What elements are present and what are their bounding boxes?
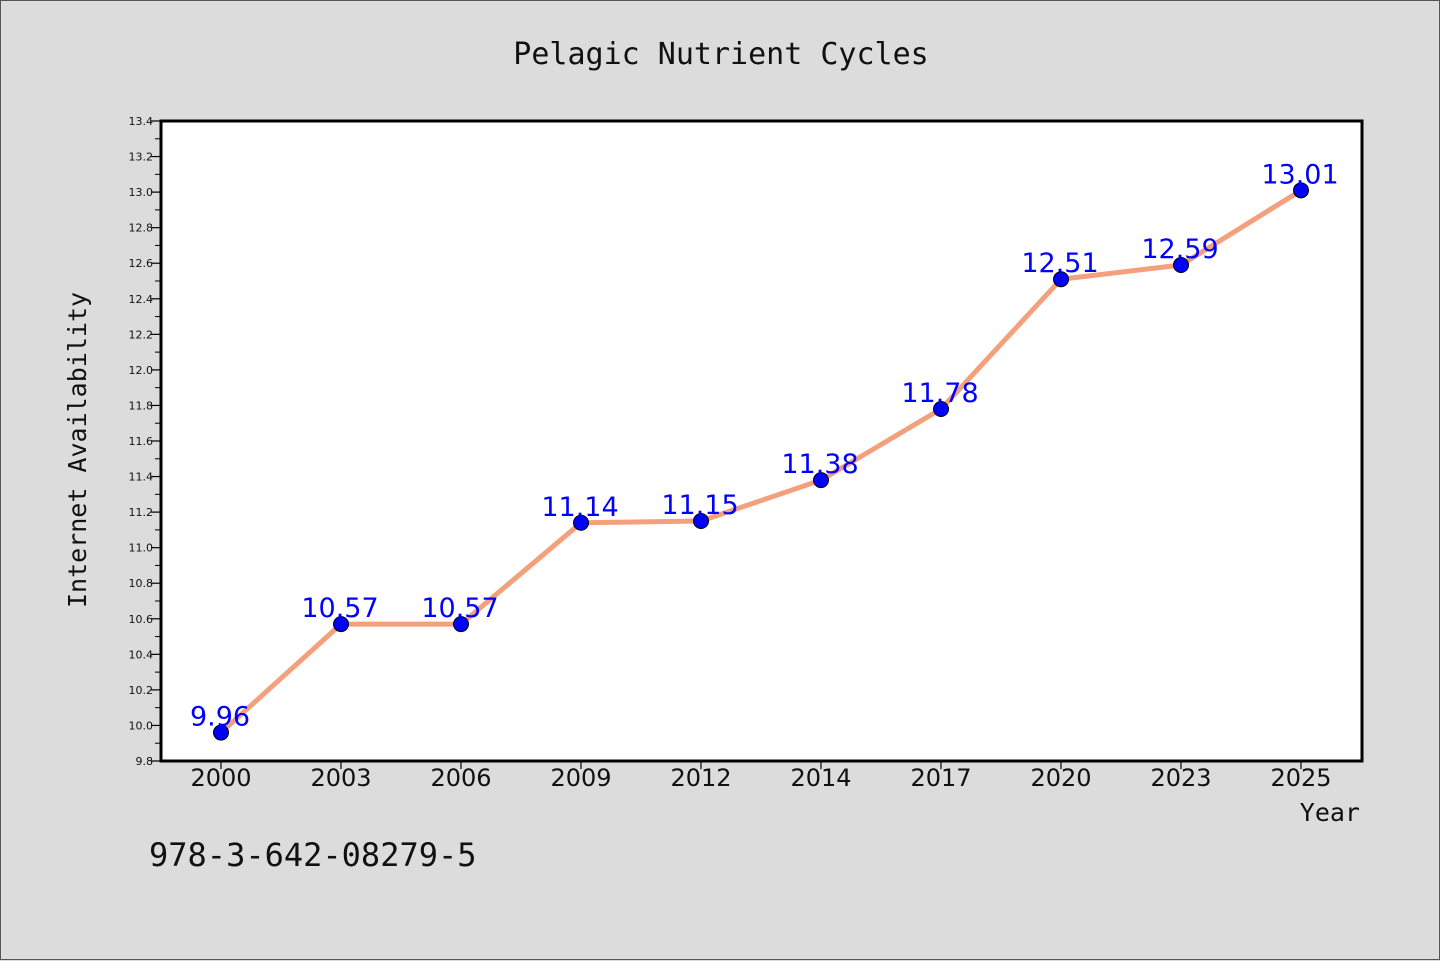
x-tick-label: 2009 (550, 764, 611, 792)
y-tick-label: 13.4 (129, 115, 154, 128)
y-tick-label: 13.2 (129, 151, 154, 164)
data-point (213, 724, 229, 741)
x-tick-label: 2012 (670, 764, 731, 792)
data-label: 9.96 (190, 702, 250, 733)
isbn-text: 978-3-642-08279-5 (149, 836, 477, 874)
y-tick-label: 10.6 (129, 613, 154, 626)
y-tick-label: 11.6 (129, 435, 154, 448)
data-label: 10.57 (301, 593, 378, 624)
data-label: 12.51 (1021, 248, 1098, 279)
data-point (573, 514, 589, 531)
y-tick-label: 9.8 (136, 755, 154, 768)
x-tick-label: 2014 (790, 764, 851, 792)
y-tick-label: 12.6 (129, 257, 154, 270)
data-label: 11.78 (901, 378, 978, 409)
y-tick-label: 10.8 (129, 577, 154, 590)
x-tick-label: 2006 (430, 764, 491, 792)
series-line (218, 187, 1304, 736)
data-point (333, 616, 349, 633)
y-tick-label: 10.2 (129, 684, 154, 697)
x-axis-label: Year (1300, 798, 1360, 827)
data-point (1053, 271, 1069, 288)
x-tick-label: 2020 (1030, 764, 1091, 792)
y-tick-label: 11.4 (129, 471, 154, 484)
chart-title: Pelagic Nutrient Cycles (513, 37, 928, 72)
y-tick-label: 13.0 (129, 186, 154, 199)
data-point (693, 513, 709, 529)
y-tick-label: 10.0 (129, 719, 154, 732)
data-point (1173, 257, 1189, 273)
data-label: 11.38 (781, 449, 858, 480)
data-label: 13.01 (1261, 159, 1338, 190)
y-tick-label: 12.2 (129, 328, 154, 341)
data-point (1293, 182, 1309, 199)
data-label: 11.14 (541, 492, 618, 523)
data-point (933, 401, 949, 417)
plot-area (159, 119, 1364, 763)
x-tick-label: 2025 (1270, 764, 1331, 792)
x-tick-label: 2003 (310, 764, 371, 792)
series-group: 9.96 10.57 10.57 11.14 11.15 11.38 11.78 12.51 1… (190, 159, 1339, 741)
y-tick-label: 11.8 (129, 399, 154, 412)
y-tick-label: 11.2 (129, 506, 154, 519)
y-tick-label: 12.4 (129, 293, 154, 306)
x-tick-label: 2023 (1150, 764, 1211, 792)
y-axis-ticks: 9.8 10.0 10.2 10.4 10.6 10.8 11.0 11.2 11.4 11.6 1… (129, 115, 161, 768)
data-point (813, 472, 829, 489)
x-tick-label: 2017 (910, 764, 971, 792)
data-label: 12.59 (1141, 234, 1218, 265)
data-label: 11.15 (661, 490, 738, 521)
data-label: 10.57 (421, 593, 498, 624)
data-point (453, 616, 469, 633)
y-tick-label: 12.8 (129, 222, 154, 235)
y-tick-label: 10.4 (129, 648, 154, 661)
y-axis-label: Internet Availability (63, 292, 92, 608)
y-tick-label: 12.0 (129, 364, 154, 377)
y-tick-label: 11.0 (129, 542, 154, 555)
x-tick-label: 2000 (190, 764, 251, 792)
x-axis-ticks: 2000 2003 2006 2009 2012 2014 2017 2020 2023 2025 (190, 761, 1332, 792)
